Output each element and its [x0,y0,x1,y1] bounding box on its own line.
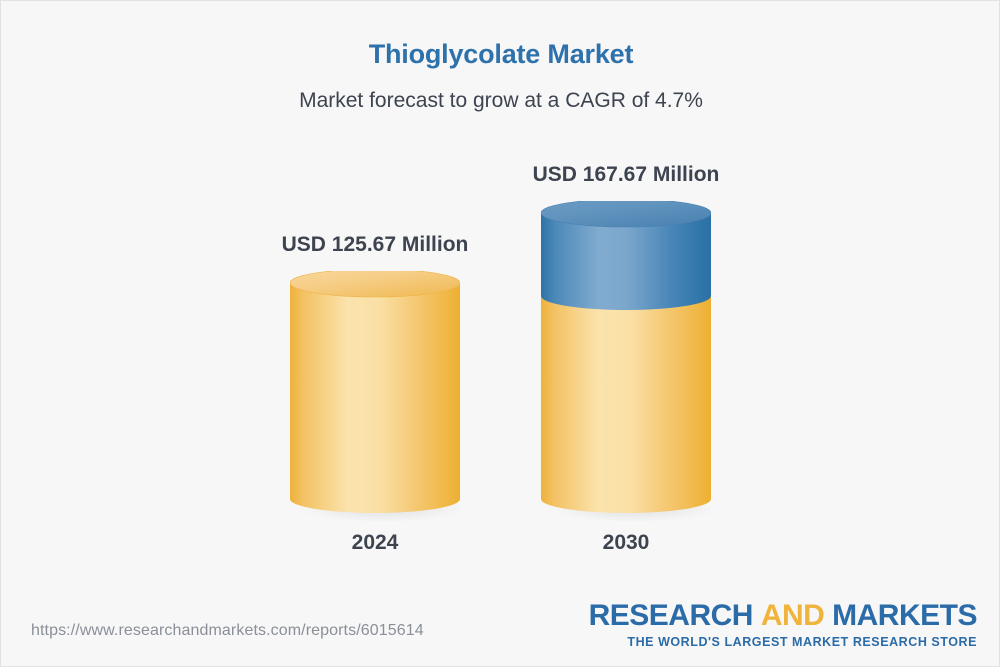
logo-tagline: THE WORLD'S LARGEST MARKET RESEARCH STOR… [627,634,977,649]
bar-value-label-2024: USD 125.67 Million [281,233,469,256]
category-label-2024: 2024 [351,531,399,554]
report-url[interactable]: https://www.researchandmarkets.com/repor… [31,622,424,639]
brand-logo[interactable]: RESEARCH AND MARKETS THE WORLD'S LARGEST… [588,599,978,649]
logo-word-and: AND [760,599,825,632]
logo-word-markets: MARKETS [832,599,977,632]
cylinder-2030-top [541,201,711,228]
chart-subtitle: Market forecast to grow at a CAGR of 4.7… [299,89,703,112]
cylinder-2030-growth-segment [541,213,711,310]
logo-word-research: RESEARCH [588,599,754,632]
cylinder-2024-svg [290,271,460,521]
cylinder-bar-2030[interactable] [541,201,711,521]
cylinder-2030-base-segment [541,296,711,513]
cylinder-2024-body [290,283,460,513]
cylinder-2030-svg [541,201,711,521]
bar-value-label-2030: USD 167.67 Million [532,163,720,186]
bar-group-2030: USD 167.67 Million [496,1,756,581]
page-title: Thioglycolate Market [368,39,634,69]
bar-group-2024: USD 125.67 Million [245,1,505,581]
cylinder-bar-2024[interactable] [290,271,460,521]
plot-area: USD 125.67 Million [1,1,999,581]
logo-wordmark: RESEARCH AND MARKETS [588,599,978,632]
category-label-2030: 2030 [602,531,650,554]
cylinder-2024-top [290,271,460,298]
